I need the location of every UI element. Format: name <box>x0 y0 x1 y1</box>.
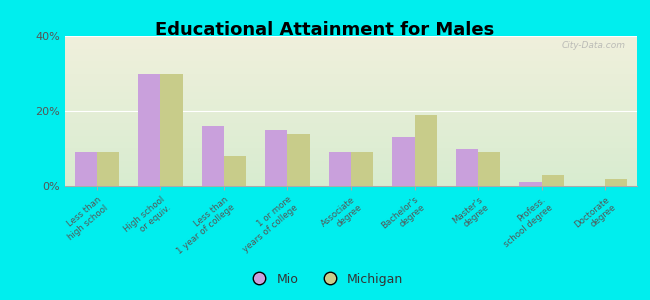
Bar <box>138 74 161 186</box>
Bar <box>287 134 309 186</box>
Bar <box>605 178 627 186</box>
Bar <box>351 152 373 186</box>
Text: City-Data.com: City-Data.com <box>562 40 625 50</box>
Text: Educational Attainment for Males: Educational Attainment for Males <box>155 21 495 39</box>
Bar <box>265 130 287 186</box>
Bar <box>541 175 564 186</box>
Bar <box>519 182 541 186</box>
Bar <box>456 148 478 186</box>
Bar <box>478 152 500 186</box>
Bar <box>202 126 224 186</box>
Bar <box>161 74 183 186</box>
Bar <box>224 156 246 186</box>
Bar <box>329 152 351 186</box>
Legend: Mio, Michigan: Mio, Michigan <box>242 268 408 291</box>
Bar <box>415 115 437 186</box>
Bar <box>97 152 119 186</box>
Bar <box>75 152 97 186</box>
Bar <box>393 137 415 186</box>
